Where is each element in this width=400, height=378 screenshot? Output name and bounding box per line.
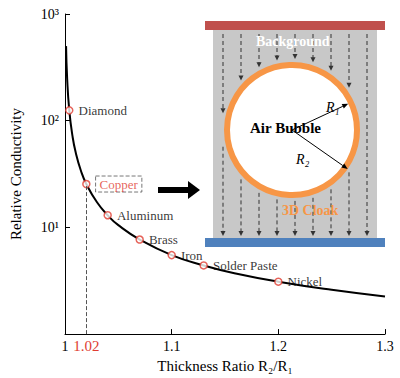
svg-text:1: 1 — [62, 339, 69, 354]
svg-text:Copper: Copper — [100, 177, 139, 192]
svg-text:R₁: R₁ — [325, 100, 339, 115]
svg-text:Nickel: Nickel — [288, 274, 323, 289]
svg-text:1.2: 1.2 — [270, 339, 288, 354]
svg-text:Iron: Iron — [181, 248, 203, 263]
svg-text:Background: Background — [256, 34, 330, 49]
svg-text:Thickness Ratio R₂/R₁: Thickness Ratio R₂/R₁ — [157, 358, 292, 374]
svg-text:10³: 10³ — [41, 7, 59, 22]
svg-text:Solder Paste: Solder Paste — [213, 258, 278, 273]
svg-text:1.1: 1.1 — [163, 339, 181, 354]
svg-text:1.3: 1.3 — [376, 339, 394, 354]
svg-text:10²: 10² — [41, 113, 59, 128]
svg-text:1.02: 1.02 — [73, 338, 99, 354]
svg-text:Brass: Brass — [149, 232, 178, 247]
svg-text:Relative Conductivity: Relative Conductivity — [8, 108, 24, 241]
svg-text:10¹: 10¹ — [41, 220, 59, 235]
svg-text:3D Cloak: 3D Cloak — [282, 203, 339, 218]
svg-text:Aluminum: Aluminum — [117, 208, 173, 223]
svg-text:Diamond: Diamond — [79, 103, 128, 118]
svg-text:R₂: R₂ — [295, 152, 310, 167]
svg-text:Air Bubble: Air Bubble — [250, 120, 321, 136]
